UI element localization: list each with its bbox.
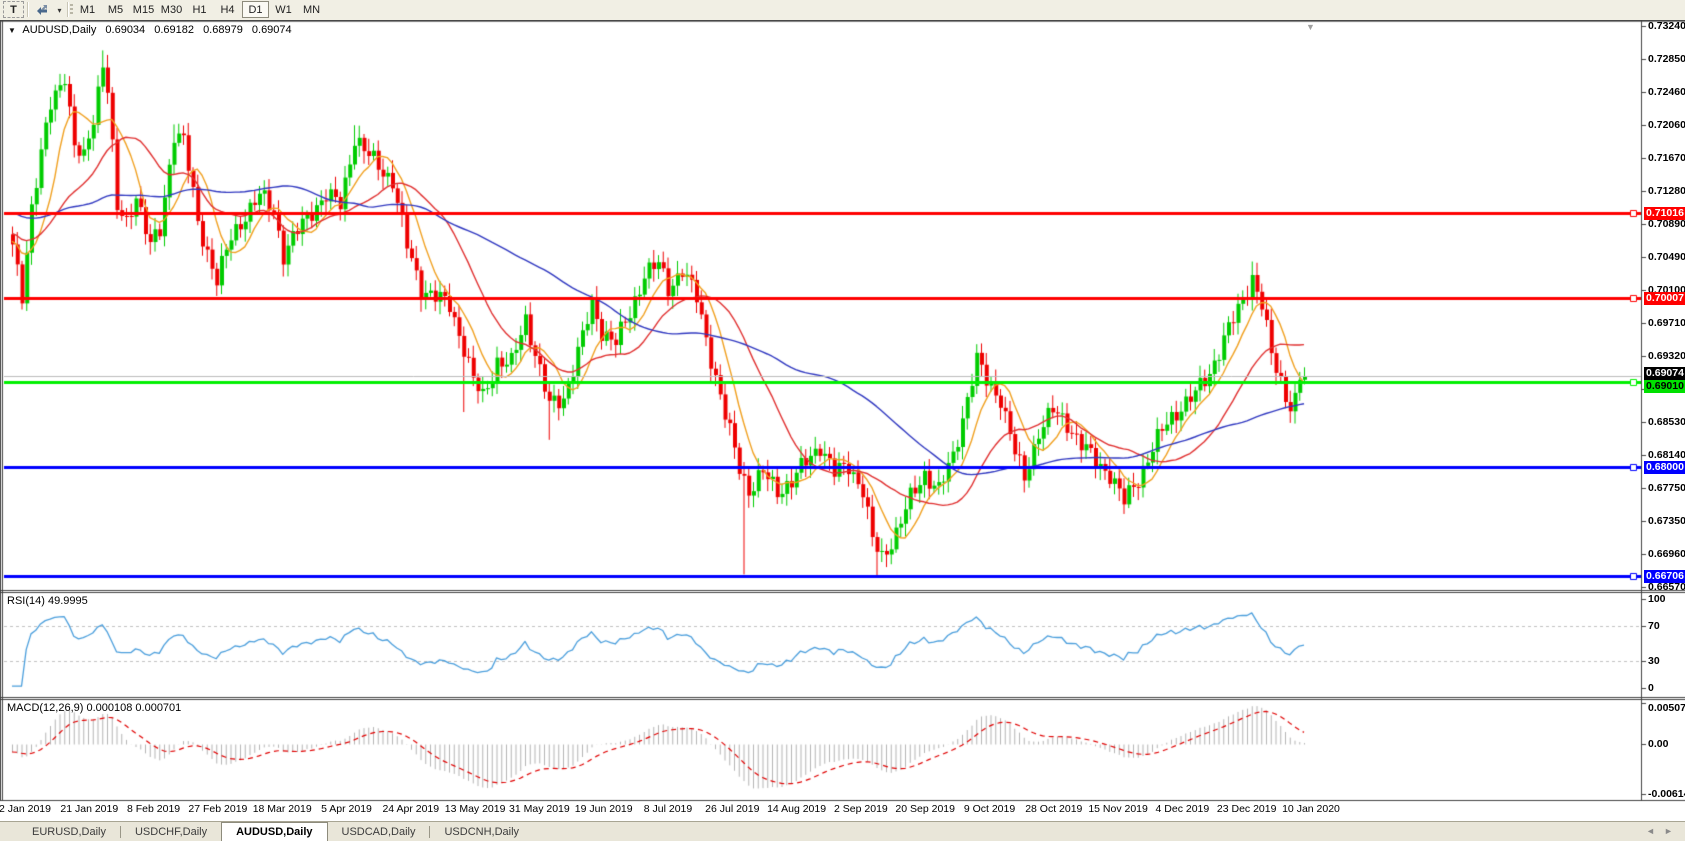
chart-tab-usdchf[interactable]: USDCHF,Daily bbox=[134, 826, 208, 838]
date-axis-label: 18 Mar 2019 bbox=[252, 803, 312, 815]
date-axis-label: 14 Aug 2019 bbox=[767, 803, 827, 815]
timeframe-button-m30[interactable]: M30 bbox=[160, 4, 183, 16]
current-price-line-tag: 0.69074 bbox=[1644, 367, 1685, 380]
chart-tab-usdcnh[interactable]: USDCNH,Daily bbox=[444, 826, 520, 838]
pointer-tool-dropdown-icon[interactable]: ▾ bbox=[57, 6, 62, 15]
timeframe-button-m15[interactable]: M15 bbox=[132, 4, 155, 16]
pointer-tool-button[interactable] bbox=[31, 1, 53, 18]
tab-separator bbox=[429, 826, 431, 839]
timeframe-button-m5[interactable]: M5 bbox=[107, 4, 124, 16]
price-axis-label: 0.68140 bbox=[1648, 448, 1685, 461]
toolbar-separator bbox=[67, 2, 69, 17]
macd-axis-label: 0.00 bbox=[1648, 738, 1669, 750]
rsi-indicator-label: RSI(14) 49.9995 bbox=[7, 595, 88, 607]
price-axis-label: 0.67350 bbox=[1648, 515, 1685, 528]
timeframe-button-m1[interactable]: M1 bbox=[79, 4, 96, 16]
macd-axis-label: 0.005076 bbox=[1648, 702, 1685, 714]
rsi-axis-label: 30 bbox=[1648, 655, 1660, 668]
date-axis-label: 26 Jul 2019 bbox=[705, 803, 760, 815]
date-axis-label: 5 Apr 2019 bbox=[321, 803, 372, 815]
date-axis-label: 2 Jan 2019 bbox=[0, 803, 51, 815]
timeframe-button-w1[interactable]: W1 bbox=[275, 4, 292, 16]
rsi-axis-label: 100 bbox=[1648, 593, 1666, 605]
tab-scroll-right-icon[interactable]: ► bbox=[1664, 826, 1673, 836]
price-axis-label: 0.70490 bbox=[1648, 251, 1685, 264]
date-axis-label: 13 May 2019 bbox=[444, 803, 506, 815]
ohlc-low: 0.68979 bbox=[203, 24, 243, 36]
macd-axis-label: -0.006148 bbox=[1648, 787, 1685, 800]
chart-title: ▼ AUDUSD,Daily 0.69034 0.69182 0.68979 0… bbox=[8, 24, 292, 36]
chart-shift-icon[interactable]: ▼ bbox=[1306, 22, 1315, 32]
price-axis-label: 0.67750 bbox=[1648, 481, 1685, 494]
date-axis-label: 2 Sep 2019 bbox=[834, 803, 888, 815]
chart-window: ▼ AUDUSD,Daily 0.69034 0.69182 0.68979 0… bbox=[0, 20, 1685, 821]
date-axis-label: 9 Oct 2019 bbox=[963, 803, 1016, 815]
date-axis-label: 27 Feb 2019 bbox=[188, 803, 248, 815]
pointer-tool-icon bbox=[37, 5, 47, 16]
macd-indicator-label: MACD(12,26,9) 0.000108 0.000701 bbox=[7, 702, 182, 714]
ohlc-close: 0.69074 bbox=[251, 24, 292, 36]
tab-separator bbox=[119, 826, 121, 839]
text-tool-button[interactable]: T bbox=[3, 1, 24, 18]
support-line-blue-upper-tag: 0.68000 bbox=[1644, 461, 1685, 474]
timeframe-button-d1[interactable]: D1 bbox=[242, 1, 269, 18]
timeframe-button-h1[interactable]: H1 bbox=[192, 4, 207, 16]
date-axis-label: 10 Jan 2020 bbox=[1282, 803, 1340, 815]
price-axis-label: 0.70890 bbox=[1648, 217, 1685, 230]
date-axis-label: 23 Dec 2019 bbox=[1216, 803, 1277, 815]
support-line-green-tag: 0.69010 bbox=[1644, 380, 1685, 393]
timeframe-button-mn[interactable]: MN bbox=[302, 4, 321, 16]
price-axis-label: 0.72460 bbox=[1648, 85, 1685, 98]
ohlc-open: 0.69034 bbox=[105, 24, 146, 36]
date-axis-label: 15 Nov 2019 bbox=[1088, 803, 1148, 815]
rsi-axis-label: 70 bbox=[1648, 619, 1660, 632]
rsi-axis-label: 0 bbox=[1648, 682, 1654, 694]
price-axis-label: 0.72850 bbox=[1648, 52, 1685, 65]
date-axis-label: 8 Feb 2019 bbox=[127, 803, 181, 815]
price-chart-canvas[interactable] bbox=[0, 20, 1685, 821]
support-line-blue-lower-tag: 0.66706 bbox=[1644, 570, 1685, 583]
date-axis-label: 19 Jun 2019 bbox=[574, 803, 633, 815]
timeframe-toolbar: T ▾ M1 M5 M15 M30 H1 H4 D1 W1 MN bbox=[0, 0, 1685, 21]
price-axis-label: 0.71670 bbox=[1648, 152, 1685, 165]
resistance-line-lower-tag: 0.70007 bbox=[1644, 292, 1685, 305]
price-axis-label: 0.69320 bbox=[1648, 349, 1685, 362]
price-axis-label: 0.71280 bbox=[1648, 184, 1685, 197]
date-axis-label: 28 Oct 2019 bbox=[1025, 803, 1083, 815]
chart-tab-eurusd[interactable]: EURUSD,Daily bbox=[32, 826, 106, 838]
toolbar-separator bbox=[27, 2, 29, 17]
timeframe-button-h4[interactable]: H4 bbox=[220, 4, 235, 16]
chart-title-caret-icon[interactable]: ▼ bbox=[8, 26, 16, 35]
chart-symbol: AUDUSD,Daily bbox=[22, 24, 97, 36]
date-axis-label: 31 May 2019 bbox=[509, 803, 570, 815]
toolbar-grip[interactable] bbox=[70, 4, 73, 16]
date-axis-label: 24 Apr 2019 bbox=[382, 803, 440, 815]
price-axis-label: 0.73240 bbox=[1648, 20, 1685, 32]
date-axis-label: 4 Dec 2019 bbox=[1155, 803, 1210, 815]
price-axis-label: 0.66570 bbox=[1648, 581, 1685, 593]
date-axis-label: 21 Jan 2019 bbox=[60, 803, 119, 815]
chart-tab-audusd[interactable]: AUDUSD,Daily bbox=[221, 822, 328, 841]
ohlc-high: 0.69182 bbox=[154, 24, 194, 36]
date-axis-label: 20 Sep 2019 bbox=[895, 803, 955, 815]
resistance-line-upper-tag: 0.71016 bbox=[1644, 207, 1685, 220]
date-axis-label: 8 Jul 2019 bbox=[643, 803, 693, 815]
chart-tab-bar: EURUSD,Daily USDCHF,Daily AUDUSD,Daily USDC… bbox=[0, 821, 1685, 841]
price-axis-label: 0.69710 bbox=[1648, 316, 1685, 329]
tab-scroll-left-icon[interactable]: ◄ bbox=[1646, 826, 1655, 836]
chart-tab-usdcad[interactable]: USDCAD,Daily bbox=[341, 826, 416, 838]
price-axis-label: 0.66960 bbox=[1648, 548, 1685, 561]
price-axis-label: 0.68530 bbox=[1648, 416, 1685, 429]
price-axis-label: 0.72060 bbox=[1648, 119, 1685, 132]
